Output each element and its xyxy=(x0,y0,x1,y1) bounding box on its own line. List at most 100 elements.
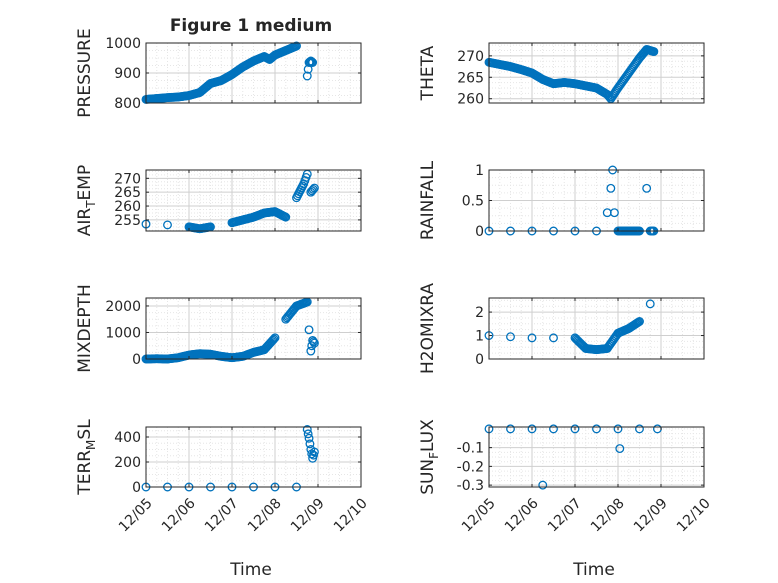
data-point xyxy=(216,76,226,85)
data-point xyxy=(549,424,558,434)
y-tick-label: -0.2 xyxy=(457,459,484,475)
grid xyxy=(488,427,705,487)
data-point xyxy=(227,70,237,79)
data-point xyxy=(642,183,652,193)
axes-box xyxy=(145,426,362,488)
data-point xyxy=(238,62,248,72)
data-point xyxy=(549,79,558,89)
data-point xyxy=(613,83,623,93)
y-tick-label: -0.3 xyxy=(457,478,484,494)
y-tick-label: 1 xyxy=(475,329,484,345)
data-point xyxy=(624,68,634,78)
data-point xyxy=(281,212,291,222)
data-point xyxy=(302,71,312,81)
data-point xyxy=(152,94,162,103)
data-point xyxy=(506,332,515,342)
data-point xyxy=(302,425,312,434)
y-tick-label: 270 xyxy=(457,49,484,65)
y-tick-label: 255 xyxy=(114,213,141,229)
axes-box xyxy=(488,42,705,104)
x-tick-label: 12/06 xyxy=(159,495,199,535)
y-axis-label: THETA xyxy=(418,45,438,101)
data-point xyxy=(538,480,548,490)
subplot-mixdepth: 0 1000 2000 MIXDEPTH xyxy=(75,284,362,373)
data-point xyxy=(238,215,248,225)
axes-box xyxy=(145,297,362,360)
data-marker xyxy=(307,186,317,196)
data-point xyxy=(613,424,623,434)
y-tick-label: 260 xyxy=(114,199,141,215)
data-point xyxy=(270,207,280,217)
data-point xyxy=(309,447,319,457)
data-point xyxy=(238,351,248,361)
data-point xyxy=(249,56,258,66)
data-marker xyxy=(307,449,317,459)
data-point xyxy=(163,93,172,103)
subplot-rainfall: 0 0.5 1 RAINFALL xyxy=(418,160,705,240)
data-point xyxy=(649,47,659,57)
subplot-pressure: 800 900 1000 PRESSURE xyxy=(75,28,362,118)
y-tick-label: 400 xyxy=(114,430,141,446)
data-point xyxy=(195,224,205,234)
data-point xyxy=(570,424,580,434)
data-point xyxy=(602,343,612,353)
grid xyxy=(488,169,705,232)
data-point xyxy=(606,183,616,193)
data-point xyxy=(581,343,591,353)
y-axis-label: AIRTEMP xyxy=(75,165,98,236)
data-point xyxy=(506,424,515,434)
data-point xyxy=(581,81,591,91)
y-tick-label: 0 xyxy=(132,352,141,368)
data-marker xyxy=(269,334,279,344)
data-point xyxy=(195,349,205,359)
x-tick-label: 12/05 xyxy=(459,495,499,535)
data-point xyxy=(270,50,280,60)
x-tick-label: 12/08 xyxy=(588,495,628,535)
y-tick-label: 0 xyxy=(132,480,141,496)
data-point xyxy=(527,424,537,434)
y-tick-label: 200 xyxy=(114,455,141,471)
data-point xyxy=(306,56,316,66)
data-point xyxy=(292,41,301,51)
axes-box xyxy=(488,297,705,360)
y-tick-label: 800 xyxy=(114,96,141,112)
subplot-h2omixra: 0 1 2 H2OMIXRA xyxy=(418,283,705,374)
data-point xyxy=(227,353,237,363)
data-point xyxy=(249,212,258,222)
axes-box xyxy=(488,426,705,488)
data-marker xyxy=(303,429,313,439)
y-tick-label: 2000 xyxy=(105,299,141,315)
y-tick-label: 1000 xyxy=(105,36,141,52)
data-point xyxy=(635,53,644,63)
y-axis-label: RAINFALL xyxy=(418,160,438,240)
data-point xyxy=(206,79,215,88)
data-point xyxy=(592,345,601,355)
data-point xyxy=(292,301,301,311)
data-point xyxy=(216,351,226,361)
y-tick-label: 0 xyxy=(475,224,484,240)
data-point xyxy=(506,62,515,72)
y-axis-label: PRESSURE xyxy=(75,28,95,117)
x-tick-label: 12/10 xyxy=(674,495,714,535)
data-point xyxy=(249,347,258,357)
data-point xyxy=(281,314,291,324)
y-tick-label: 260 xyxy=(457,92,484,108)
data-point xyxy=(592,83,601,93)
x-axis-label-right: Time xyxy=(572,560,615,580)
y-tick-label: 270 xyxy=(114,171,141,187)
data-point xyxy=(527,68,537,78)
data-point xyxy=(299,179,309,189)
y-tick-label: 1 xyxy=(475,163,484,179)
data-point xyxy=(308,453,318,463)
y-tick-label: 900 xyxy=(114,66,141,82)
y-tick-label: 265 xyxy=(457,70,484,86)
y-axis-label: MIXDEPTH xyxy=(75,284,95,373)
data-point xyxy=(570,79,580,89)
data-marker xyxy=(305,439,315,449)
figure-title: Figure 1 medium xyxy=(170,16,332,36)
y-tick-label: -0.1 xyxy=(457,441,484,457)
data-point xyxy=(635,317,644,326)
data-point xyxy=(308,58,318,67)
data-point xyxy=(206,349,215,359)
